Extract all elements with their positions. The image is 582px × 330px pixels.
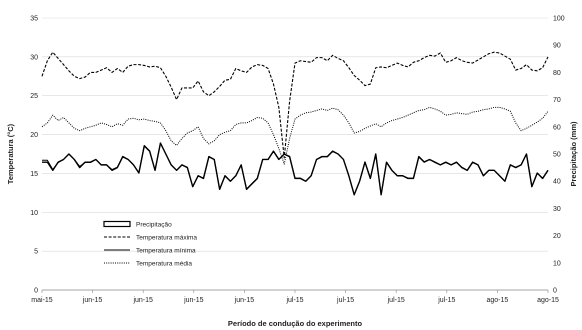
legend-swatch <box>103 220 131 228</box>
x-tick-label: ago-15 <box>487 297 509 304</box>
x-tick-label: jul-15 <box>437 297 455 304</box>
y2-tick-label: 0 <box>553 288 557 295</box>
y-axis-left-title: Temperatura (°C) <box>6 123 15 184</box>
gridlines <box>42 17 548 252</box>
x-tick-label: jun-15 <box>183 297 204 304</box>
y2-tick-label: 20 <box>553 233 561 240</box>
y-tick-label: 25 <box>30 93 38 100</box>
y2-tick-label: 10 <box>553 260 561 267</box>
legend-label: Temperatura mínima <box>136 247 196 254</box>
legend-label: Precipitação <box>136 221 172 228</box>
legend: Precipitação Temperatura máxima Temperatur… <box>103 220 197 267</box>
legend-label: Temperatura máxima <box>136 234 197 241</box>
series-line-3 <box>41 106 549 165</box>
y-tick-label: 30 <box>30 54 38 61</box>
series-lines <box>41 51 549 196</box>
y-tick-label: 10 <box>30 210 38 217</box>
y2-tick-label: 90 <box>553 43 561 50</box>
y-tick-label: 0 <box>34 288 38 295</box>
y2-tick-label: 30 <box>553 206 561 213</box>
series-line-2 <box>42 142 549 195</box>
x-tick-label: jun-15 <box>132 297 153 304</box>
y-tick-label: 35 <box>30 16 38 23</box>
y-tick-label: 15 <box>30 171 38 178</box>
x-tick-label: jul-15 <box>336 297 354 304</box>
y-axis-left-ticks: 0 5 10 15 20 25 30 35 <box>30 16 38 295</box>
y2-tick-label: 80 <box>553 70 561 77</box>
x-tick-label: ago-15 <box>537 297 559 304</box>
y-axis-right-title: Precipitação (mm) <box>569 121 578 187</box>
y2-tick-label: 40 <box>553 179 561 186</box>
series-line-0 <box>42 142 549 196</box>
y-tick-label: 20 <box>30 132 38 139</box>
y2-tick-label: 60 <box>553 124 561 131</box>
x-tick-label: mai-15 <box>31 297 53 304</box>
x-axis-title: Período de condução do experimento <box>228 319 363 328</box>
y-tick-label: 5 <box>34 249 38 256</box>
y-axis-right-ticks: 0 10 20 30 40 50 60 70 80 90 100 <box>553 16 565 295</box>
x-axis-ticks: mai-15 jun-15 jun-15 jun-15 jun-15 jul-15 jul-… <box>31 290 559 304</box>
y2-tick-label: 100 <box>553 16 565 23</box>
y2-tick-label: 50 <box>553 152 561 159</box>
legend-label: Temperatura média <box>136 260 192 267</box>
x-tick-label: jul-15 <box>285 297 303 304</box>
x-tick-label: jun-15 <box>234 297 255 304</box>
x-tick-label: jul-15 <box>387 297 405 304</box>
series-line-1 <box>41 51 549 159</box>
x-tick-label: jun-15 <box>82 297 103 304</box>
y2-tick-label: 70 <box>553 97 561 104</box>
